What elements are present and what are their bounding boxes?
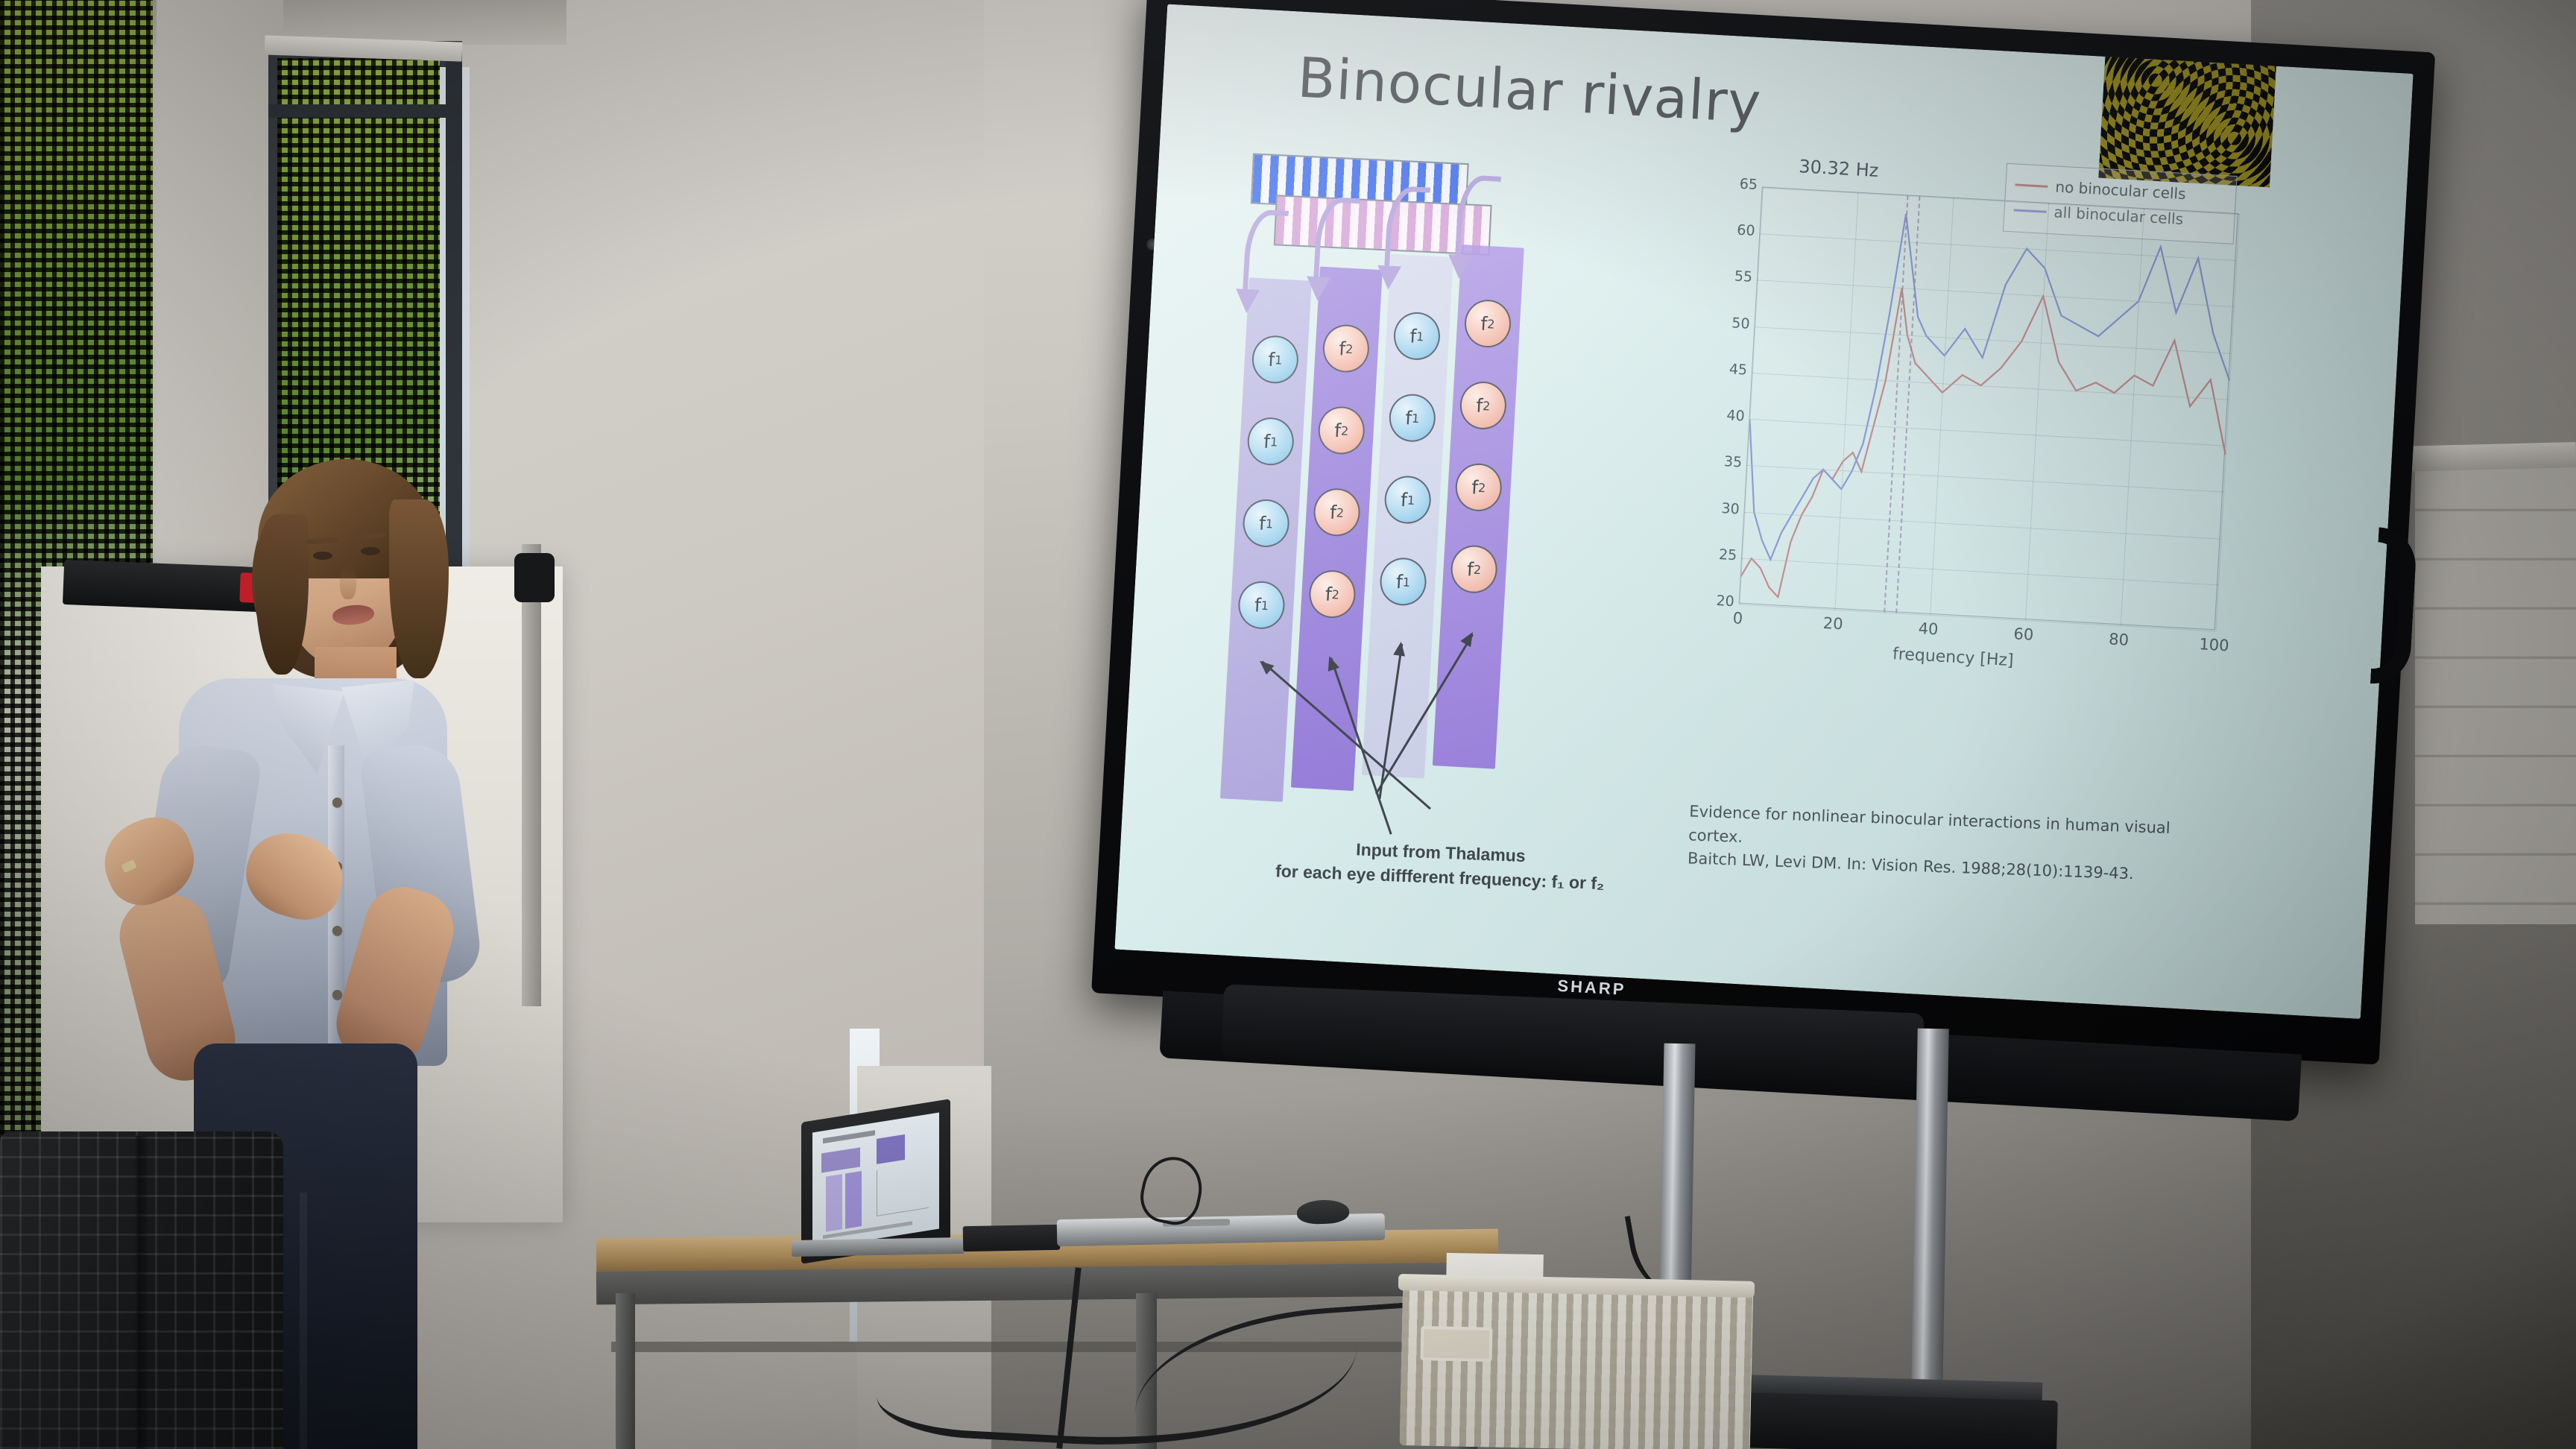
legend-label-no-binocular: no binocular cells: [2054, 177, 2187, 203]
laptop-slide-graph: [877, 1161, 929, 1216]
chart-ytick-label: 20: [1715, 592, 1735, 610]
chart-xtick-label: 100: [2198, 635, 2230, 655]
sharp-brand-label: SHARP: [1556, 976, 1627, 999]
shirt-button: [332, 990, 342, 1000]
chart-ytick-label: 50: [1731, 315, 1751, 332]
spectrum-chart: 30.32 Hz no binocular cells all binocula…: [1645, 152, 2285, 707]
slide-title: Binocular rivalry: [1295, 45, 1764, 136]
chart-curves: [1740, 213, 2231, 599]
chart-ytick-label: 35: [1723, 453, 1743, 471]
chart-xtick-label: 60: [2012, 625, 2034, 644]
slide-citation: Evidence for nonlinear binocular interac…: [1688, 800, 2197, 888]
chart-ytick-label: 65: [1739, 175, 1758, 194]
chart-xaxis-label: frequency [Hz]: [1892, 645, 2015, 671]
chart-xtick-label: 20: [1822, 613, 1844, 634]
shirt-button: [332, 926, 342, 935]
chart-ytick-label: 30: [1720, 499, 1740, 517]
laptop-slide-title-bar: [823, 1130, 875, 1144]
chart-ytick-label: 45: [1729, 361, 1748, 379]
radiator-panel: [2415, 462, 2576, 924]
nose: [340, 565, 356, 599]
chart-ytick-label: 25: [1718, 546, 1737, 564]
laptop-slide-column: [826, 1174, 842, 1232]
shirt-button: [332, 798, 342, 807]
laptop-slide-swatch: [877, 1134, 905, 1164]
chart-series-no-binocular-cells: [1740, 288, 2226, 599]
chart-xtick-label: 80: [2108, 630, 2130, 649]
laptop-slide-column: [845, 1171, 862, 1229]
chart-ytick-label: 40: [1726, 407, 1746, 425]
chair-seam: [136, 1136, 148, 1449]
window-ledge: [2396, 442, 2576, 472]
chair: [0, 1118, 321, 1449]
hair-side-right: [389, 499, 449, 678]
eye-right: [361, 547, 380, 555]
window-mullion-top: [268, 104, 447, 118]
chart-plot-area: [1738, 186, 2240, 632]
laptop-screen[interactable]: [812, 1112, 939, 1249]
chart-ytick-label: 60: [1736, 221, 1756, 240]
basket-label-holder: [1420, 1325, 1493, 1363]
peak-frequency-label: 30.32 Hz: [1798, 156, 1880, 182]
power-adapter: [962, 1224, 1061, 1252]
chart-xtick-label: 0: [1732, 609, 1743, 628]
chart-xtick-label: 40: [1918, 619, 1939, 639]
down-arrow-icon: [1242, 208, 1289, 293]
eye-left: [313, 552, 332, 560]
laptop-slide-swatch: [821, 1147, 860, 1173]
desk-leg: [616, 1293, 635, 1449]
storage-basket: [1399, 1278, 1754, 1449]
thalamus-annotation: Input from Thalamus for each eye difffer…: [1231, 833, 1650, 898]
legend-swatch-no-binocular: [2015, 183, 2048, 188]
chart-ytick-label: 55: [1734, 268, 1753, 286]
